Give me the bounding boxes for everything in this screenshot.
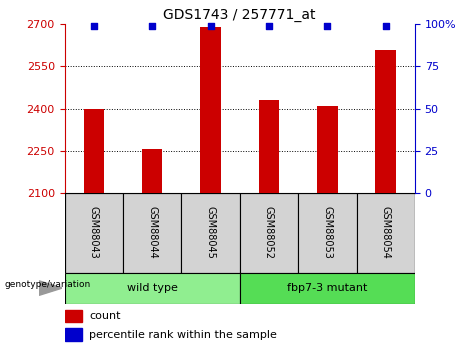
- Bar: [375, 50, 396, 193]
- Text: fbp7-3 mutant: fbp7-3 mutant: [287, 283, 367, 293]
- Text: genotype/variation: genotype/variation: [5, 280, 91, 289]
- Bar: [65, 193, 123, 273]
- Bar: [259, 100, 279, 193]
- Point: [265, 23, 272, 29]
- Point: [324, 23, 331, 29]
- Bar: [240, 273, 415, 304]
- Bar: [65, 328, 82, 341]
- Text: wild type: wild type: [127, 283, 177, 293]
- Text: percentile rank within the sample: percentile rank within the sample: [89, 330, 277, 339]
- Bar: [65, 310, 82, 322]
- Text: GSM88043: GSM88043: [89, 207, 99, 259]
- Bar: [181, 193, 240, 273]
- Bar: [65, 273, 240, 304]
- Point: [207, 23, 214, 29]
- Point: [90, 23, 97, 29]
- Bar: [298, 193, 356, 273]
- Bar: [317, 106, 337, 193]
- Text: count: count: [89, 311, 121, 321]
- Text: GSM88045: GSM88045: [206, 206, 216, 259]
- Point: [382, 23, 390, 29]
- Point: [148, 23, 156, 29]
- Bar: [142, 149, 162, 193]
- Text: GSM88053: GSM88053: [322, 206, 332, 259]
- Bar: [240, 193, 298, 273]
- Text: GSM88044: GSM88044: [147, 207, 157, 259]
- Text: GSM88054: GSM88054: [381, 206, 391, 259]
- Bar: [200, 27, 221, 193]
- Title: GDS1743 / 257771_at: GDS1743 / 257771_at: [164, 8, 316, 22]
- Polygon shape: [39, 281, 62, 295]
- Bar: [83, 109, 104, 193]
- Bar: [356, 193, 415, 273]
- Bar: [123, 193, 181, 273]
- Text: GSM88052: GSM88052: [264, 206, 274, 259]
